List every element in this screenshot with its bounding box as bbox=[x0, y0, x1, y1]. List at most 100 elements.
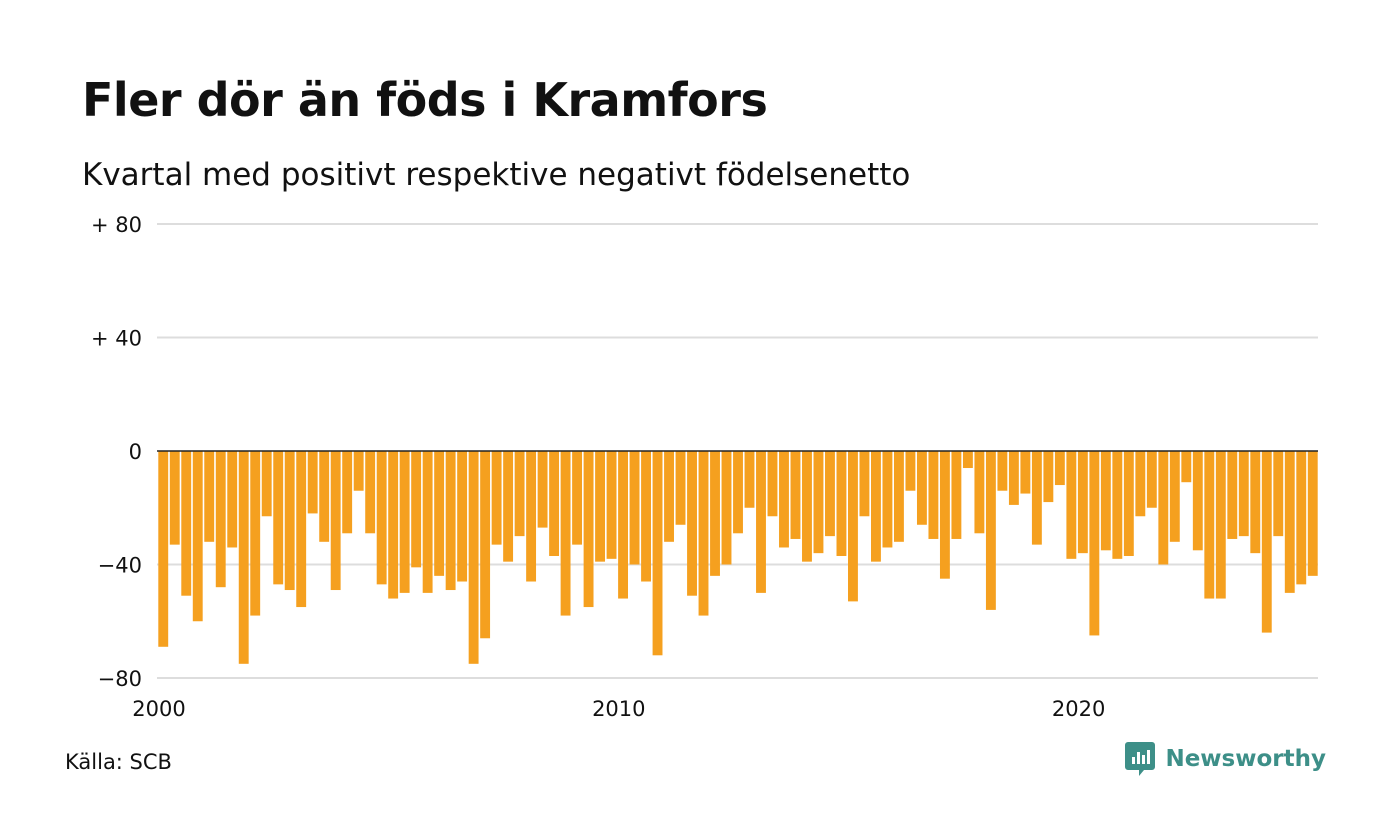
bar bbox=[181, 451, 192, 596]
y-tick-label: + 40 bbox=[91, 327, 142, 351]
bar bbox=[641, 451, 651, 582]
bar bbox=[480, 451, 491, 639]
bar bbox=[169, 451, 180, 545]
bar bbox=[606, 451, 617, 559]
bar bbox=[664, 451, 674, 542]
bar bbox=[1215, 451, 1226, 599]
bar bbox=[457, 451, 468, 582]
bar bbox=[859, 451, 870, 517]
bar bbox=[1123, 451, 1134, 556]
brand-logo[interactable]: Newsworthy bbox=[1125, 742, 1326, 776]
chart-subtitle: Kvartal med positivt respektive negativt… bbox=[82, 157, 911, 193]
bar bbox=[1273, 451, 1284, 537]
bar bbox=[549, 451, 560, 556]
bar bbox=[1227, 451, 1238, 539]
bar bbox=[916, 451, 927, 525]
bar bbox=[779, 451, 789, 548]
bar bbox=[537, 451, 548, 528]
bar bbox=[985, 451, 996, 610]
bar bbox=[790, 451, 801, 539]
bar bbox=[250, 451, 261, 616]
bar bbox=[1238, 451, 1249, 537]
bar bbox=[997, 451, 1008, 491]
bar bbox=[928, 451, 939, 539]
x-tick-label: 2000 bbox=[132, 697, 185, 721]
bar bbox=[296, 451, 307, 608]
x-axis-ticks: 2000 2010 2020 bbox=[132, 697, 1105, 721]
bar bbox=[158, 451, 169, 647]
bar bbox=[767, 451, 778, 517]
bar bbox=[1066, 451, 1077, 559]
bar bbox=[388, 451, 399, 599]
bar bbox=[342, 451, 353, 534]
bar bbox=[721, 451, 732, 565]
y-tick-label: 0 bbox=[129, 440, 142, 464]
bar bbox=[813, 451, 824, 554]
grid-lines bbox=[157, 223, 1318, 679]
x-tick-label: 2010 bbox=[592, 697, 645, 721]
bar bbox=[353, 451, 364, 491]
bar bbox=[802, 451, 812, 562]
bar bbox=[893, 451, 904, 542]
bar bbox=[526, 451, 537, 582]
bar bbox=[710, 451, 720, 576]
brand-name: Newsworthy bbox=[1165, 746, 1326, 772]
bar bbox=[974, 451, 985, 534]
bar bbox=[618, 451, 628, 599]
bar bbox=[905, 451, 916, 491]
bar bbox=[411, 451, 422, 568]
bar bbox=[848, 451, 858, 602]
x-tick-label: 2020 bbox=[1052, 697, 1105, 721]
bar bbox=[422, 451, 433, 593]
bar bbox=[583, 451, 594, 608]
bar bbox=[376, 451, 387, 585]
bar bbox=[261, 451, 272, 517]
bar bbox=[629, 451, 640, 565]
y-tick-label: −80 bbox=[98, 667, 142, 691]
bar bbox=[204, 451, 215, 542]
bar bbox=[307, 451, 318, 514]
bar bbox=[951, 451, 962, 539]
chart-title: Fler dör än föds i Kramfors bbox=[82, 73, 768, 127]
bar bbox=[1020, 451, 1031, 494]
bar bbox=[560, 451, 571, 616]
bar bbox=[1181, 451, 1192, 483]
y-tick-label: + 80 bbox=[91, 213, 142, 237]
bars bbox=[158, 451, 1318, 664]
bar bbox=[215, 451, 226, 588]
bar bbox=[1100, 451, 1111, 551]
bar bbox=[273, 451, 284, 585]
bar bbox=[939, 451, 950, 579]
bar bbox=[1169, 451, 1180, 542]
bar bbox=[1077, 451, 1088, 554]
bar bbox=[491, 451, 502, 545]
bar bbox=[399, 451, 410, 593]
bar bbox=[1296, 451, 1307, 585]
bar bbox=[1135, 451, 1146, 517]
bar bbox=[445, 451, 456, 591]
bar bbox=[365, 451, 376, 534]
bar bbox=[1031, 451, 1042, 545]
bar bbox=[733, 451, 743, 534]
bar bbox=[756, 451, 766, 593]
bar bbox=[1204, 451, 1215, 599]
bar bbox=[1192, 451, 1203, 551]
bar bbox=[595, 451, 606, 562]
y-tick-label: −40 bbox=[98, 554, 142, 578]
y-axis-ticks: + 80 + 40 0 −40 −80 bbox=[91, 213, 142, 691]
source-note: Källa: SCB bbox=[65, 750, 172, 774]
bar bbox=[1284, 451, 1295, 593]
bar bbox=[468, 451, 479, 664]
bar bbox=[1054, 451, 1065, 486]
bar bbox=[572, 451, 583, 545]
bar bbox=[836, 451, 847, 556]
bar bbox=[871, 451, 881, 562]
bar bbox=[284, 451, 295, 591]
bar bbox=[1089, 451, 1100, 636]
bar bbox=[1250, 451, 1261, 554]
bar bbox=[825, 451, 835, 537]
bar bbox=[227, 451, 238, 548]
bar bbox=[1261, 451, 1272, 633]
newsworthy-logo-icon bbox=[1125, 742, 1156, 776]
